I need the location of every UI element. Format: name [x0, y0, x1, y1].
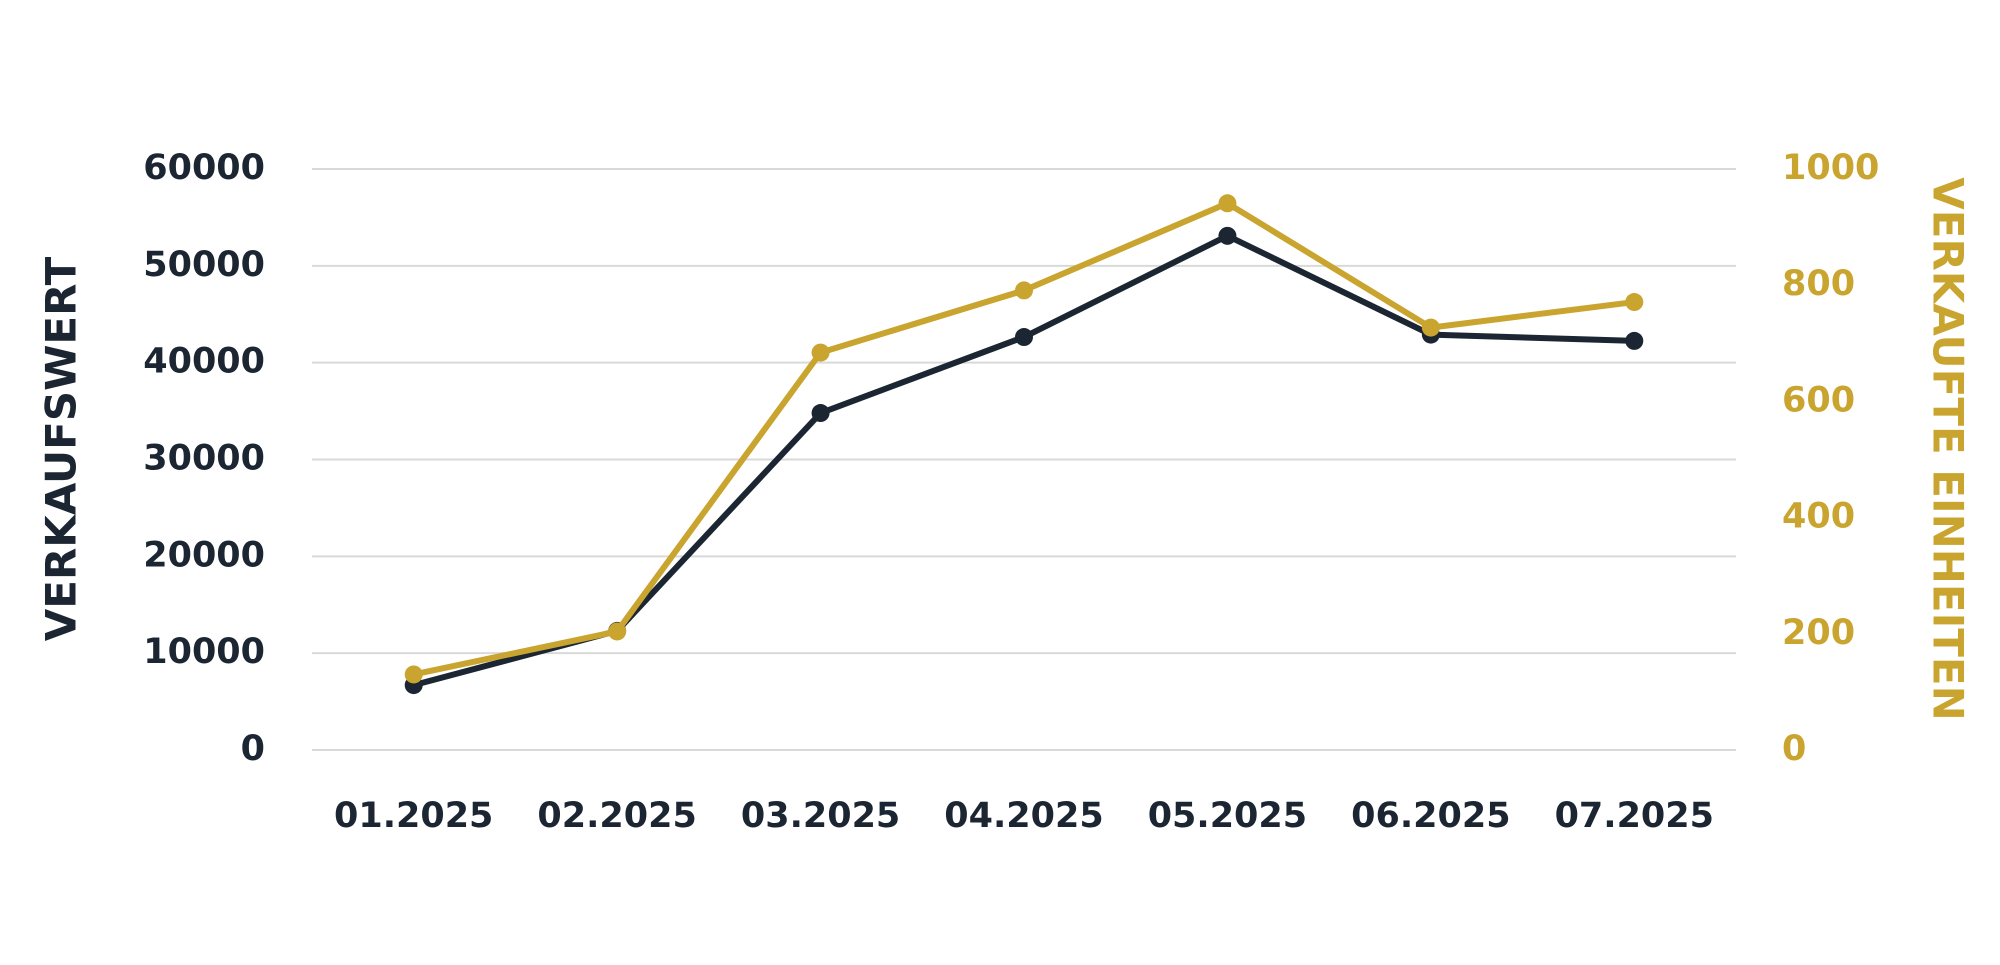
y2-tick-label: 200 [1782, 613, 1855, 653]
y-axis-title: VERKAUFSWERT [37, 256, 86, 641]
data-point [1218, 194, 1237, 213]
y-tick-label: 50000 [143, 245, 265, 285]
y2-tick-label: 800 [1782, 264, 1855, 304]
x-tick-label: 05.2025 [1148, 796, 1307, 836]
y2-tick-label: 600 [1782, 380, 1855, 420]
data-point [1625, 331, 1644, 350]
series-line [413, 200, 1635, 678]
y-tick-label: 0 [241, 729, 265, 769]
y2-tick-label: 0 [1782, 729, 1806, 769]
x-tick-label: 07.2025 [1555, 796, 1714, 836]
x-tick-label: 03.2025 [741, 796, 900, 836]
data-point [608, 622, 627, 641]
data-point [1015, 281, 1033, 300]
data-point [1015, 328, 1033, 347]
x-tick-label: 01.2025 [334, 796, 493, 836]
data-point [404, 665, 423, 684]
data-point [1625, 293, 1644, 312]
data-point [1421, 318, 1440, 337]
y-tick-label: 60000 [143, 148, 265, 188]
data-point [811, 343, 830, 362]
y-tick-label: 20000 [143, 535, 265, 575]
y2-axis-title: VERKAUFTE EINHEITEN [1924, 177, 1973, 720]
x-tick-label: 02.2025 [537, 796, 696, 836]
y-tick-label: 30000 [143, 439, 265, 479]
x-tick-label: 04.2025 [944, 796, 1103, 836]
y2-tick-label: 1000 [1782, 148, 1879, 188]
y-tick-label: 10000 [143, 632, 265, 672]
y-tick-label: 40000 [143, 342, 265, 382]
y2-tick-label: 400 [1782, 497, 1855, 537]
data-point [1218, 226, 1237, 245]
x-tick-label: 06.2025 [1351, 796, 1510, 836]
data-point [811, 404, 830, 423]
